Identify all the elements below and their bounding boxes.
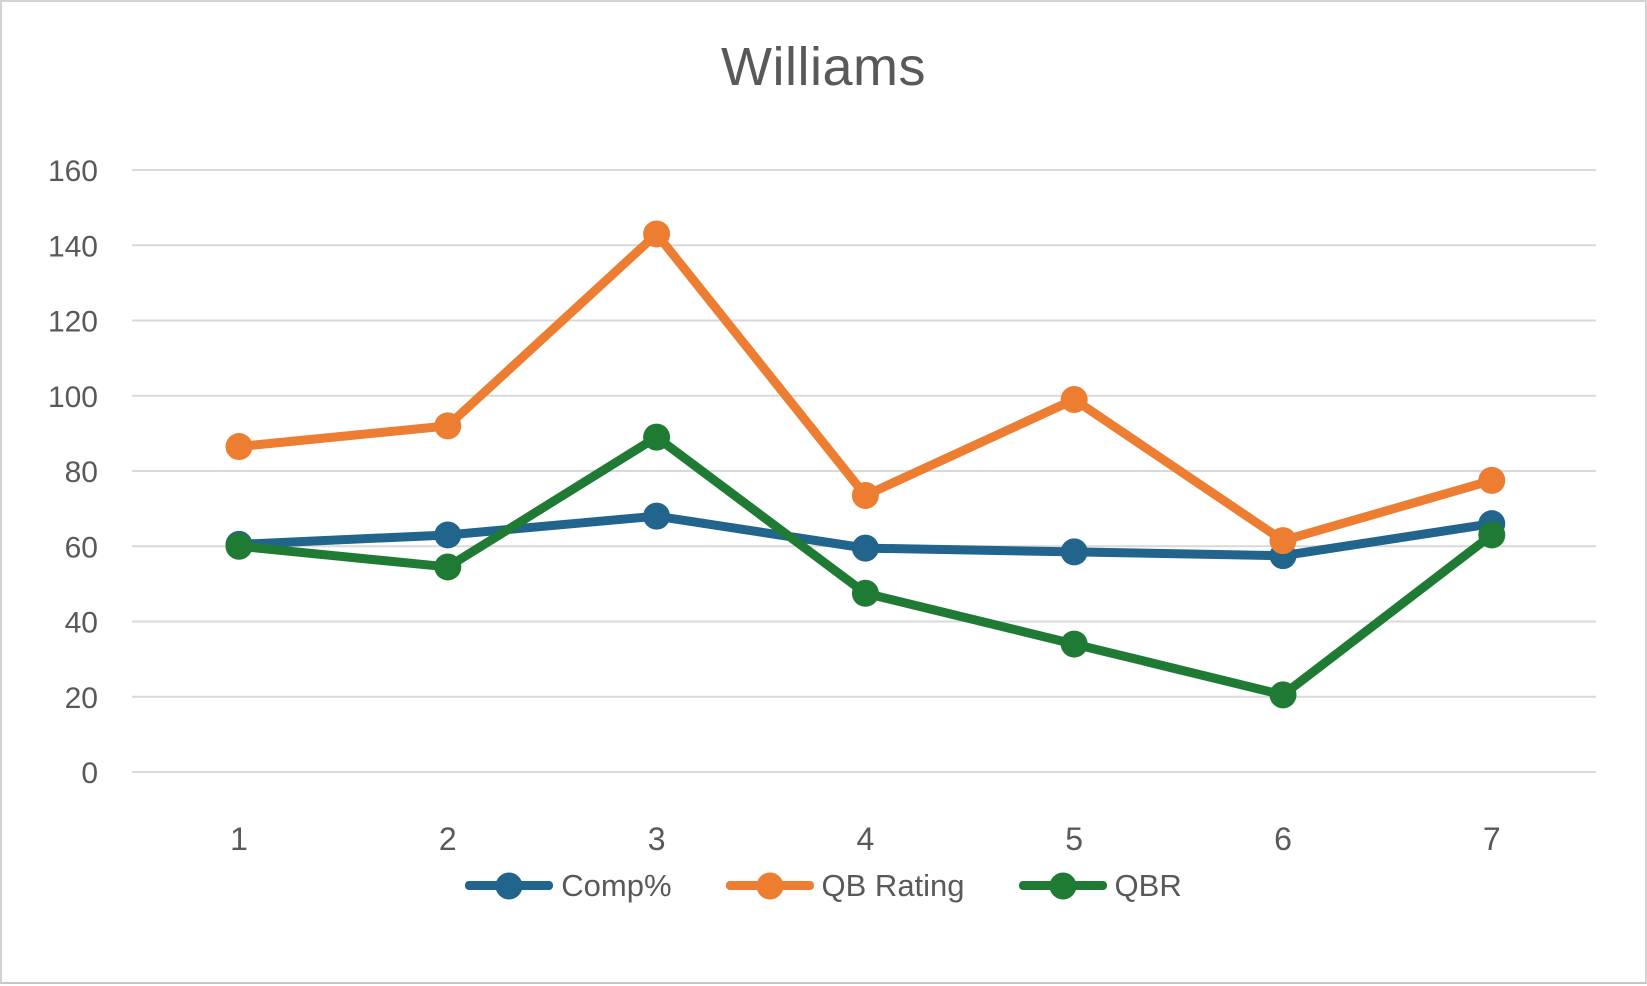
chart-legend: Comp% QB Rating QBR <box>2 870 1645 901</box>
data-point-marker <box>434 553 462 581</box>
legend-item-qb-rating: QB Rating <box>725 868 965 903</box>
data-point-marker <box>1478 521 1506 549</box>
data-point-marker <box>1478 466 1506 494</box>
y-axis-tick-label: 80 <box>65 456 98 489</box>
data-point-marker <box>851 534 879 562</box>
data-point-marker <box>434 521 462 549</box>
legend-line-marker-icon <box>725 872 814 899</box>
x-axis-tick-label: 7 <box>1483 821 1501 857</box>
data-point-marker <box>851 579 879 607</box>
series-line-qbr <box>234 432 1497 700</box>
x-axis-tick-label: 5 <box>1065 821 1083 857</box>
data-point-marker <box>225 532 253 560</box>
y-axis-tick-label: 140 <box>48 230 98 263</box>
data-point-marker <box>434 412 462 440</box>
x-axis-tick-label: 2 <box>439 821 457 857</box>
legend-label: QBR <box>1114 868 1182 903</box>
x-axis-tick-label: 1 <box>230 821 248 857</box>
legend-item-comp-pct: Comp% <box>465 868 672 903</box>
data-point-marker <box>1060 630 1088 658</box>
chart-title: Williams <box>721 37 926 97</box>
legend-line-marker-icon <box>1018 872 1107 899</box>
data-point-marker <box>225 433 253 461</box>
data-point-marker <box>643 502 671 530</box>
data-point-marker <box>643 423 671 451</box>
data-point-marker <box>1060 386 1088 414</box>
data-point-marker <box>1060 538 1088 566</box>
y-axis-tick-label: 120 <box>48 306 98 339</box>
x-axis-tick-label: 4 <box>857 821 875 857</box>
y-axis-tick-label: 40 <box>65 607 98 640</box>
x-axis-tick-label: 3 <box>648 821 666 857</box>
legend-item-qbr: QBR <box>1018 868 1182 903</box>
legend-label: Comp% <box>561 868 672 903</box>
data-point-marker <box>1269 527 1297 555</box>
legend-label: QB Rating <box>821 868 965 903</box>
data-point-marker <box>643 220 671 248</box>
data-point-marker <box>851 481 879 509</box>
legend-line-marker-icon <box>465 872 554 899</box>
y-axis-tick-label: 0 <box>81 757 98 790</box>
y-axis-tick-label: 100 <box>48 381 98 414</box>
x-axis-tick-label: 6 <box>1274 821 1292 857</box>
y-axis-tick-label: 20 <box>65 682 98 715</box>
y-axis-tick-label: 160 <box>48 155 98 188</box>
data-point-marker <box>1269 681 1297 709</box>
y-axis-tick-label: 60 <box>65 531 98 564</box>
